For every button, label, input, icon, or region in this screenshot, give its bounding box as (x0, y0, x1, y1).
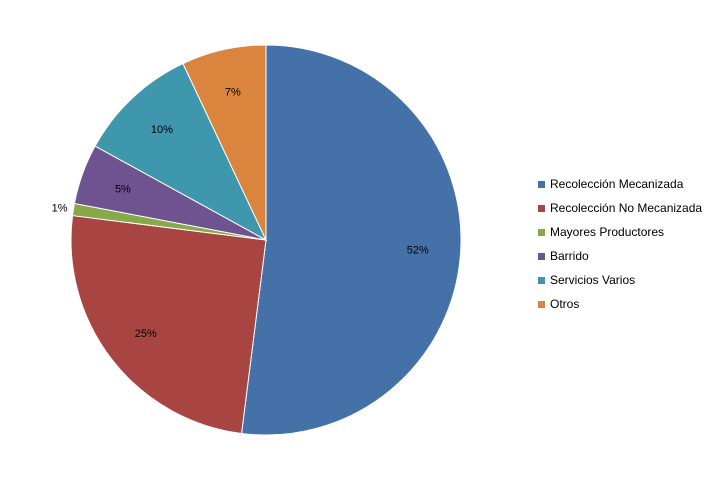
legend-label: Recolección No Mecanizada (550, 201, 703, 215)
pie-slice-recoleccion-mecanizada (241, 44, 462, 436)
legend-item-recoleccion-mecanizada: Recolección Mecanizada (538, 172, 702, 196)
legend-label: Recolección Mecanizada (550, 177, 684, 191)
data-label-recoleccion-no-mecanizada: 25% (135, 328, 157, 340)
legend-label: Mayores Productores (550, 225, 665, 239)
pie-slice-otros (182, 44, 267, 241)
legend-swatch (538, 252, 545, 260)
legend-label: Barrido (550, 249, 589, 263)
legend-item-barrido: Barrido (538, 244, 702, 268)
legend-swatch (538, 204, 545, 212)
legend-swatch (538, 300, 545, 308)
legend-swatch (538, 276, 545, 284)
legend: Recolección Mecanizada Recolección No Mec… (538, 172, 702, 316)
data-label-mayores-productores: 1% (52, 202, 68, 214)
legend-item-servicios-varios: Servicios Varios (538, 268, 702, 292)
legend-swatch (538, 228, 545, 236)
pie-slice-servicios-varios (94, 62, 268, 242)
legend-item-recoleccion-no-mecanizada: Recolección No Mecanizada (538, 196, 702, 220)
legend-item-mayores-productores: Mayores Productores (538, 220, 702, 244)
legend-label: Servicios Varios (550, 273, 636, 287)
data-label-recoleccion-mecanizada: 52% (407, 245, 429, 257)
data-label-otros: 7% (225, 87, 241, 99)
legend-item-otros: Otros (538, 292, 702, 316)
legend-label: Otros (550, 297, 580, 311)
legend-swatch (538, 180, 545, 188)
data-label-servicios-varios: 10% (151, 124, 173, 136)
data-label-barrido: 5% (115, 183, 131, 195)
pie-slice-recoleccion-no-mecanizada (70, 215, 267, 435)
